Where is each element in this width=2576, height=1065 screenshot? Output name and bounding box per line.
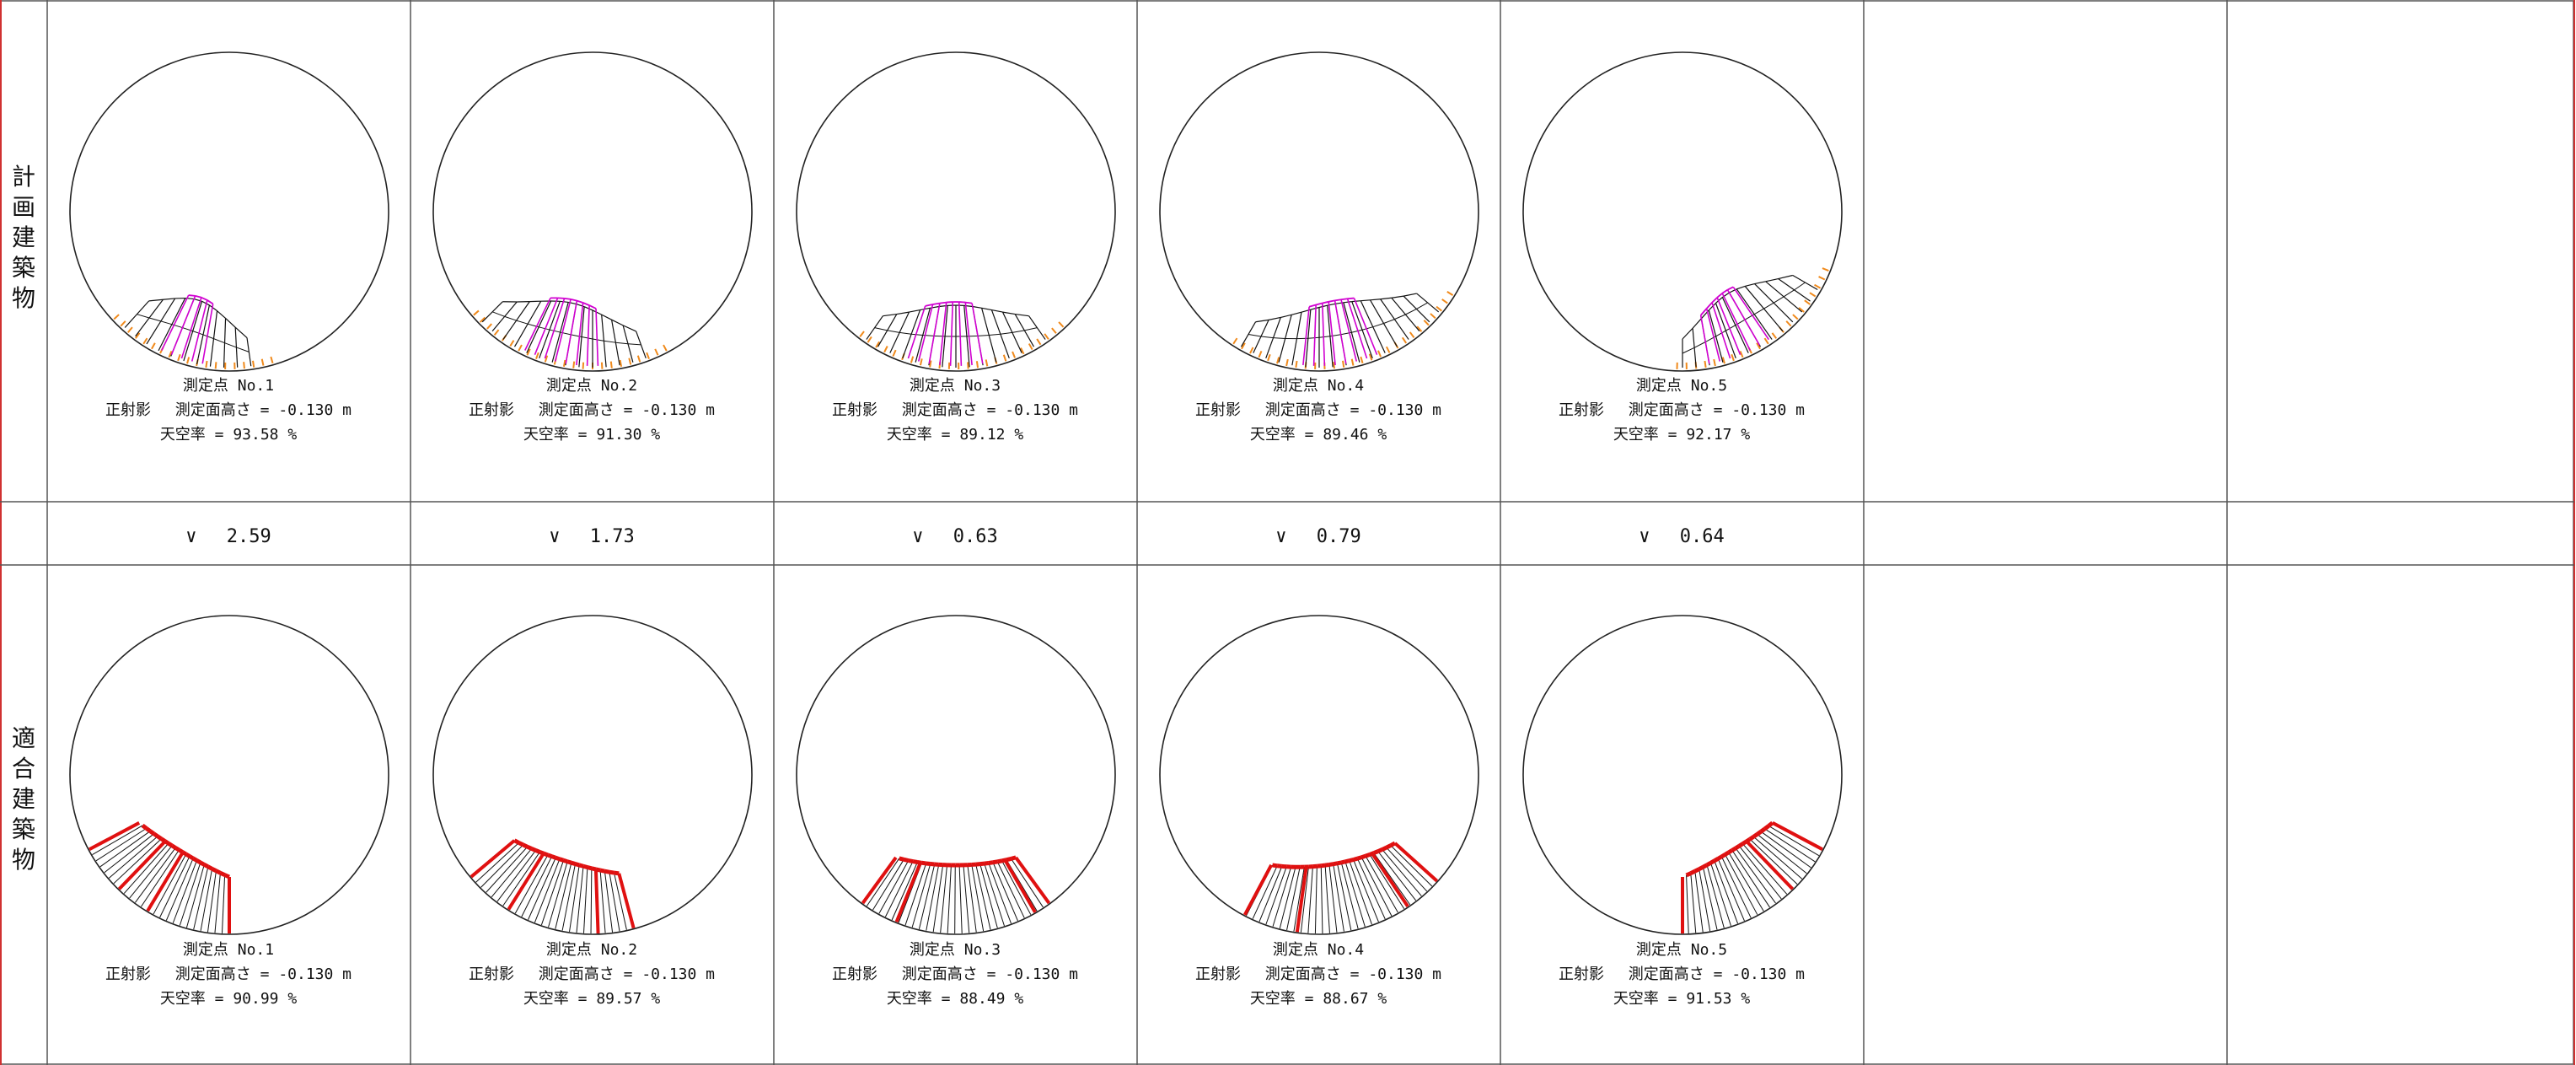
sky-diagrams-2 (432, 51, 753, 935)
compliant-sky-circle (69, 615, 389, 935)
planned-sky-circle (1159, 51, 1479, 372)
planned-building-projection (113, 294, 274, 369)
measurement-column-3: 測定点 No.3 正射影 測定面高さ = -0.130 m 天空率 = 89.12 … (774, 0, 1137, 1065)
compliant-point-label: 測定点 No.2 (545, 941, 638, 959)
sky-diagrams-1 (69, 51, 389, 935)
compliant-sky-ratio: 天空率 = 88.49 % (886, 990, 1024, 1008)
sky-ratio-difference: ∨ 0.64 (1639, 526, 1725, 547)
planned-point-label: 測定点 No.2 (545, 377, 638, 395)
planned-sky-ratio: 天空率 = 89.46 % (1249, 426, 1387, 444)
compliant-sky-circle (1522, 615, 1843, 935)
measurement-column-2: 測定点 No.2 正射影 測定面高さ = -0.130 m 天空率 = 91.30 … (411, 0, 774, 1065)
planned-condition-label: 正射影 測定面高さ = -0.130 m (1558, 401, 1806, 419)
planned-sky-circle (796, 51, 1116, 372)
sky-diagrams-3 (796, 51, 1116, 935)
sky-ratio-difference: ∨ 2.59 (185, 526, 271, 547)
compliant-condition-label: 正射影 測定面高さ = -0.130 m (1194, 965, 1442, 983)
sky-diagrams-5 (1522, 51, 1843, 935)
planned-building-projection (473, 297, 668, 369)
compliant-point-label: 測定点 No.4 (1272, 941, 1365, 959)
compliant-sky-ratio: 天空率 = 90.99 % (159, 990, 298, 1008)
sky-ratio-difference: ∨ 0.79 (1275, 526, 1361, 547)
row-label-compliant: 適合建築物 (0, 723, 47, 875)
compliant-sky-ratio: 天空率 = 89.57 % (523, 990, 661, 1008)
planned-building-projection (859, 301, 1065, 369)
measurement-column-5: 測定点 No.5 正射影 測定面高さ = -0.130 m 天空率 = 92.17 … (1500, 0, 1864, 1065)
compliant-point-label: 測定点 No.1 (182, 941, 275, 959)
row-label-compliant-text: 適合建築物 (11, 724, 35, 874)
compliant-point-label: 測定点 No.5 (1635, 941, 1728, 959)
planned-condition-label: 正射影 測定面高さ = -0.130 m (831, 401, 1079, 419)
measurement-column-4: 測定点 No.4 正射影 測定面高さ = -0.130 m 天空率 = 89.46 … (1137, 0, 1500, 1065)
compliant-sky-ratio: 天空率 = 91.53 % (1613, 990, 1751, 1008)
compliant-building-projection (1681, 820, 1823, 933)
compliant-point-label: 測定点 No.3 (909, 941, 1001, 959)
sky-diagrams-4 (1159, 51, 1479, 935)
planned-point-label: 測定点 No.4 (1272, 377, 1365, 395)
sky-ratio-difference: ∨ 1.73 (549, 526, 635, 547)
planned-sky-ratio: 天空率 = 92.17 % (1613, 426, 1751, 444)
planned-sky-ratio: 天空率 = 91.30 % (523, 426, 661, 444)
planned-point-label: 測定点 No.5 (1635, 377, 1728, 395)
compliant-condition-label: 正射影 測定面高さ = -0.130 m (1558, 965, 1806, 983)
planned-building-projection (1232, 291, 1454, 369)
planned-sky-circle (69, 51, 389, 372)
compliant-sky-ratio: 天空率 = 88.67 % (1249, 990, 1387, 1008)
planned-sky-ratio: 天空率 = 93.58 % (159, 426, 298, 444)
sky-ratio-difference: ∨ 0.63 (912, 526, 998, 547)
planned-point-label: 測定点 No.3 (909, 377, 1001, 395)
compliant-condition-label: 正射影 測定面高さ = -0.130 m (105, 965, 352, 983)
planned-sky-circle (1522, 51, 1843, 372)
row-label-planned-text: 計画建築物 (11, 163, 35, 312)
planned-condition-label: 正射影 測定面高さ = -0.130 m (105, 401, 352, 419)
compliant-sky-circle (1159, 615, 1479, 935)
compliant-condition-label: 正射影 測定面高さ = -0.130 m (468, 965, 716, 983)
compliant-sky-circle (796, 615, 1116, 935)
planned-building-projection (1676, 267, 1829, 369)
compliant-building-projection (470, 838, 636, 933)
measurement-column-1: 測定点 No.1 正射影 測定面高さ = -0.130 m 天空率 = 93.58 … (47, 0, 411, 1065)
compliant-building-projection (861, 855, 1051, 933)
compliant-condition-label: 正射影 測定面高さ = -0.130 m (831, 965, 1079, 983)
planned-point-label: 測定点 No.1 (182, 377, 275, 395)
planned-condition-label: 正射影 測定面高さ = -0.130 m (1194, 401, 1442, 419)
planned-sky-circle (432, 51, 753, 372)
compliant-sky-circle (432, 615, 753, 935)
planned-sky-ratio: 天空率 = 89.12 % (886, 426, 1024, 444)
planned-condition-label: 正射影 測定面高さ = -0.130 m (468, 401, 716, 419)
row-label-planned: 計画建築物 (0, 162, 47, 314)
compliant-building-projection (89, 821, 231, 933)
compliant-building-projection (1242, 841, 1439, 933)
